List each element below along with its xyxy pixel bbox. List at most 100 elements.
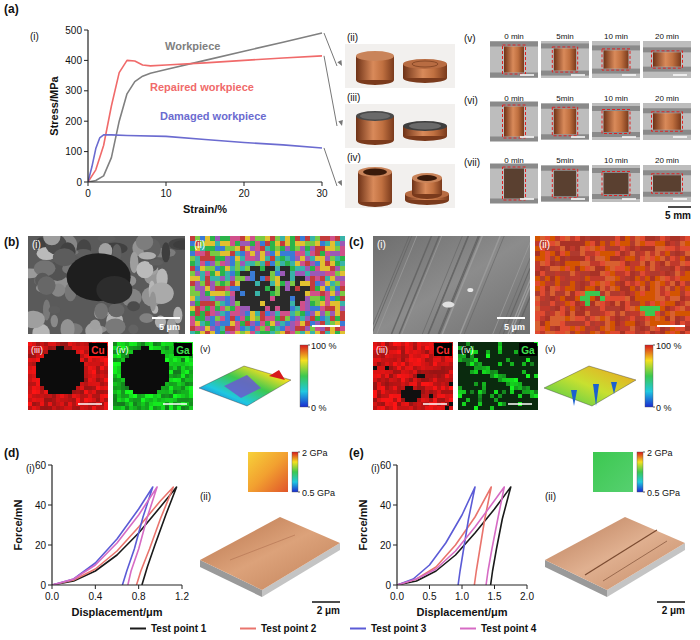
map-cell xyxy=(80,406,84,410)
map-cell xyxy=(655,276,660,281)
map-cell xyxy=(560,291,565,296)
map-cell xyxy=(585,286,590,291)
map-cell xyxy=(169,386,173,390)
map-cell xyxy=(149,350,153,354)
map-cell xyxy=(80,342,84,346)
map-cell xyxy=(195,291,200,296)
fixture xyxy=(541,166,589,171)
series-label: Repaired workpiece xyxy=(150,81,254,93)
map-cell xyxy=(60,406,64,410)
map-label: Cu xyxy=(91,345,104,356)
map-cell xyxy=(685,281,690,286)
map-cell xyxy=(100,390,104,394)
map-cell xyxy=(330,311,335,316)
map-cell xyxy=(100,398,104,402)
map-cell xyxy=(590,281,595,286)
map-cell xyxy=(125,394,129,398)
map-cell xyxy=(32,402,36,406)
map-cell xyxy=(153,370,157,374)
map-cell xyxy=(157,402,161,406)
map-cell xyxy=(665,281,670,286)
map-cell xyxy=(600,261,605,266)
map-cell xyxy=(133,370,137,374)
map-cell xyxy=(255,331,260,334)
map-cell xyxy=(220,271,225,276)
map-cell xyxy=(610,291,615,296)
map-cell xyxy=(92,358,96,362)
map-cell xyxy=(295,331,300,334)
map-cell xyxy=(64,354,68,358)
map-cell xyxy=(121,382,125,386)
frame-image xyxy=(643,92,691,140)
map-cell xyxy=(141,354,145,358)
map-cell xyxy=(285,236,290,241)
scale-bar xyxy=(622,74,636,76)
map-cell xyxy=(330,266,335,271)
map-cell xyxy=(535,291,540,296)
sample xyxy=(504,169,524,199)
map-cell xyxy=(575,251,580,256)
sample xyxy=(653,52,681,66)
map-cell xyxy=(250,291,255,296)
map-cell xyxy=(560,271,565,276)
map-cell xyxy=(220,296,225,301)
map-cell xyxy=(189,362,193,366)
map-cell xyxy=(245,291,250,296)
map-cell xyxy=(255,241,260,246)
map-cell xyxy=(230,261,235,266)
map-cell xyxy=(625,271,630,276)
map-cell xyxy=(590,256,595,261)
map-cell xyxy=(245,256,250,261)
map-cell xyxy=(640,266,645,271)
map-cell xyxy=(255,301,260,306)
map-cell xyxy=(570,276,575,281)
map-cell xyxy=(121,390,125,394)
arrow-line xyxy=(324,56,337,126)
map-cell xyxy=(141,390,145,394)
map-cell xyxy=(125,362,129,366)
map-cell xyxy=(84,374,88,378)
map-cell xyxy=(265,236,270,241)
map-cell xyxy=(190,331,195,334)
map-cell xyxy=(52,398,56,402)
map-cell xyxy=(157,374,161,378)
map-cell xyxy=(68,398,72,402)
map-cell xyxy=(177,374,181,378)
map-cell xyxy=(325,261,330,266)
map-cell xyxy=(275,311,280,316)
map-cell xyxy=(570,261,575,266)
map-cell xyxy=(56,402,60,406)
map-cell xyxy=(215,241,220,246)
photo-object xyxy=(356,111,394,121)
map-cell xyxy=(129,366,133,370)
map-cell xyxy=(32,394,36,398)
map-cell xyxy=(80,382,84,386)
map-cell xyxy=(92,370,96,374)
map-cell xyxy=(590,271,595,276)
map-cell xyxy=(285,306,290,311)
map-cell xyxy=(48,378,52,382)
map-cell xyxy=(280,291,285,296)
map-cell xyxy=(570,246,575,251)
map-cell xyxy=(255,321,260,326)
map-cell xyxy=(36,390,40,394)
map-cell xyxy=(28,406,32,410)
time-label: 5min xyxy=(556,94,573,103)
frame-band xyxy=(592,30,640,41)
map-cell xyxy=(200,276,205,281)
map-cell xyxy=(96,394,100,398)
map-cell xyxy=(125,406,129,410)
map-cell xyxy=(88,398,92,402)
map-cell xyxy=(285,291,290,296)
map-cell xyxy=(121,398,125,402)
map-cell xyxy=(555,291,560,296)
map-cell xyxy=(265,331,270,334)
sample xyxy=(604,173,629,194)
map-cell xyxy=(68,358,72,362)
map-cell xyxy=(265,276,270,281)
map-cell xyxy=(56,362,60,366)
map-cell xyxy=(290,291,295,296)
map-cell xyxy=(545,276,550,281)
sem-grain xyxy=(105,318,126,334)
series-line xyxy=(88,56,322,182)
